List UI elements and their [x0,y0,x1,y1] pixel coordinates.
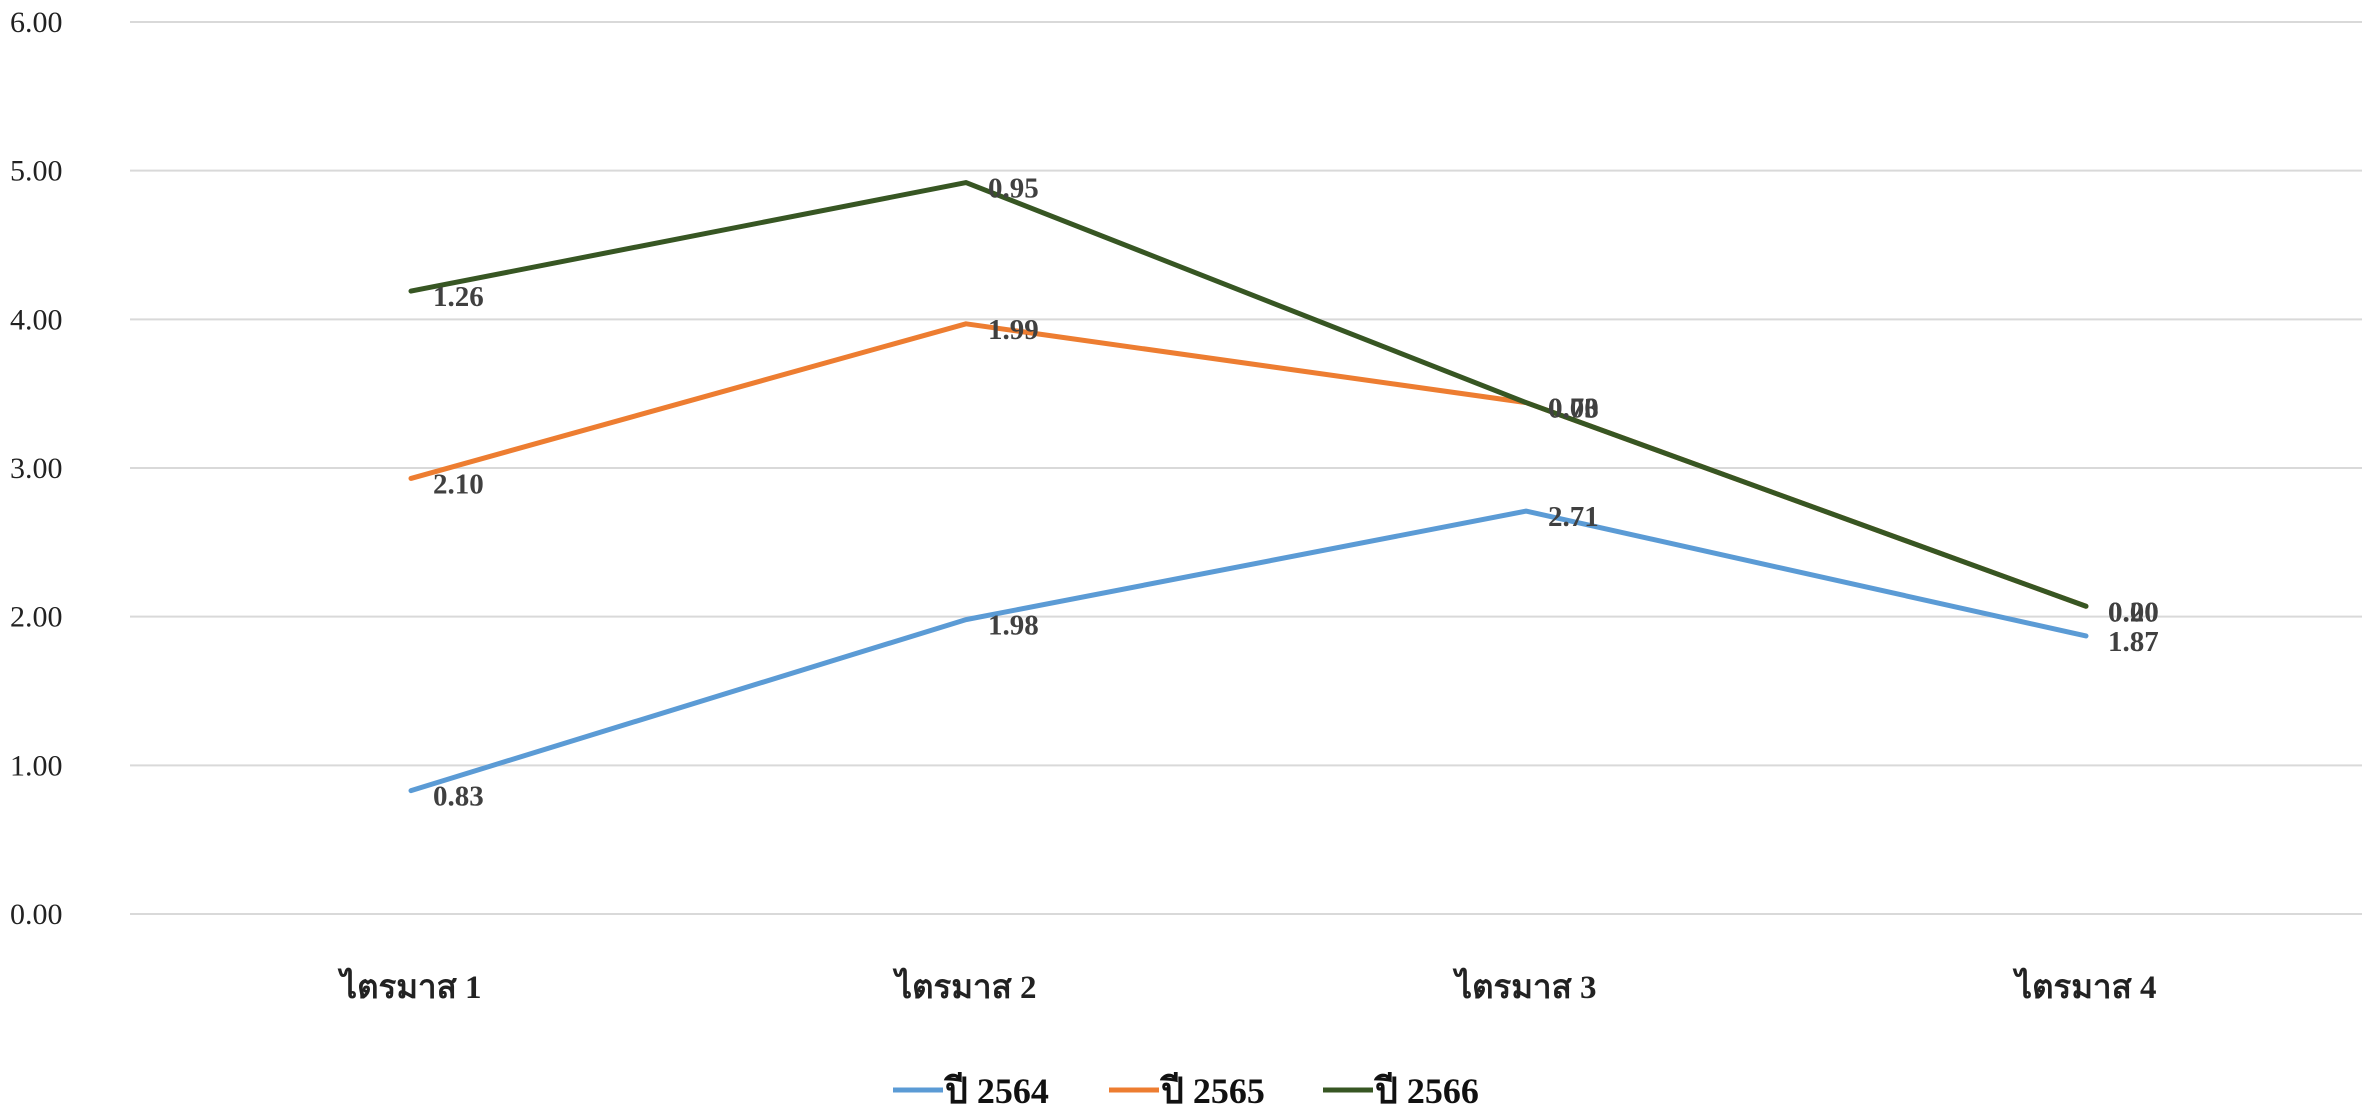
data-label: 0.73 [1548,393,1599,425]
legend: ปี 2564 ปี 2565 ปี 2566 [893,1071,1479,1110]
data-label: 2.10 [433,468,484,500]
gridlines [130,21,2362,915]
y-tick-label: 0.00 [10,898,63,931]
data-label: 0.83 [433,781,484,813]
data-label: 0.95 [988,173,1039,205]
x-tick-label: ไตรมาส 4 [2013,967,2157,1006]
data-labels: 0.83 1.98 2.71 1.87 2.10 1.99 0.73 0.20 1.26 0.95… [433,173,2159,813]
data-label: 2.71 [1548,501,1599,533]
data-label: 0.20 [2108,596,2159,628]
x-tick-label: ไตรมาส 3 [1453,967,1597,1006]
legend-label: ปี 2564 [943,1071,1049,1110]
data-label: 1.87 [2108,626,2159,658]
data-label: 1.99 [988,314,1039,346]
series-line-1 [408,508,2089,794]
legend-label: ปี 2565 [1159,1071,1265,1110]
y-tick-label: 5.00 [10,155,63,188]
x-axis-ticks: ไตรมาส 1 ไตรมาส 2 ไตรมาส 3 ไตรมาส 4 [338,967,2157,1006]
y-tick-label: 4.00 [10,303,63,336]
data-label: 0.00 [2108,596,2159,628]
legend-item: ปี 2564 [893,1071,1049,1110]
data-label: 1.26 [433,281,484,313]
y-tick-label: 2.00 [10,601,63,634]
x-tick-label: ไตรมาส 2 [893,967,1037,1006]
data-label: 0.00 [1548,393,1599,425]
series-line-3 [408,180,2089,609]
legend-label: ปี 2566 [1373,1071,1479,1110]
data-label: 1.98 [988,610,1039,642]
y-tick-label: 6.00 [10,6,63,39]
y-axis-ticks: 0.00 1.00 2.00 3.00 4.00 5.00 6.00 [10,6,63,931]
x-tick-label: ไตรมาส 1 [338,967,482,1006]
legend-item: ปี 2566 [1323,1071,1479,1110]
legend-item: ปี 2565 [1109,1071,1265,1110]
y-tick-label: 1.00 [10,749,63,782]
series-lines [408,180,2089,794]
y-tick-label: 3.00 [10,452,63,485]
